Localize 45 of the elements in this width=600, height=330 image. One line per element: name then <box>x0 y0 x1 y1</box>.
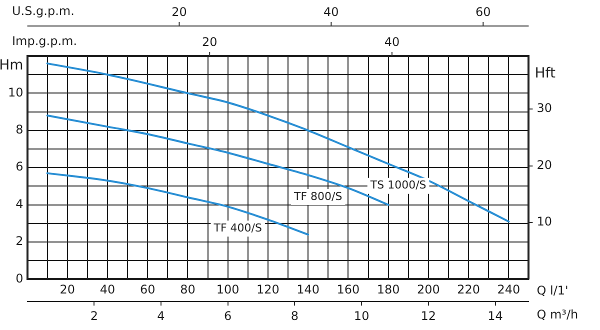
x-tick-label: 120 <box>256 282 280 297</box>
x-tick-label: 80 <box>180 282 196 297</box>
x-tick-label: 180 <box>376 282 400 297</box>
x2-tick-label: 12 <box>420 308 436 323</box>
text: 60 <box>476 5 491 20</box>
y-tick-label: 4 <box>16 196 24 211</box>
text: 40 <box>384 35 400 50</box>
y2-tick-label: 20 <box>536 158 552 172</box>
series-label: TS 1000/S <box>369 178 426 192</box>
text: U.S.g.p.m. <box>12 4 74 18</box>
y-tick-label: 0 <box>16 271 24 286</box>
x-tick-label: 140 <box>296 282 320 297</box>
y-tick-label: 8 <box>16 122 24 137</box>
x2-tick-label: 10 <box>354 308 370 323</box>
x-tick-label: 100 <box>216 282 240 297</box>
line-series <box>46 114 390 206</box>
x-tick-label: 160 <box>336 282 360 297</box>
y-tick-label: 10 <box>8 85 24 100</box>
x-tick-label: 240 <box>497 282 520 297</box>
y2-tick-label: 10 <box>536 214 552 229</box>
text: 20 <box>202 35 218 50</box>
x2-axis-title: Q m³/h <box>536 308 578 322</box>
series-label: TF 400/S <box>212 222 262 235</box>
text: 40 <box>324 5 339 20</box>
y-tick-label: 6 <box>16 160 24 174</box>
line-series <box>46 172 310 236</box>
x2-tick-label: 4 <box>157 308 165 323</box>
line-series <box>46 62 510 223</box>
x-axis-title: Q l/1' <box>536 283 568 298</box>
x-tick-label: 20 <box>60 282 76 297</box>
x-tick-label: 200 <box>416 282 440 297</box>
x-tick-label: 40 <box>100 282 116 297</box>
x2-tick-label: 2 <box>90 308 98 323</box>
x2-tick-label: 8 <box>290 308 299 323</box>
text: 20 <box>172 5 187 20</box>
y2-axis-title: Hft <box>534 66 556 82</box>
x-tick-label: 220 <box>457 282 480 297</box>
series-label: TF 800/S <box>292 190 342 203</box>
x2-tick-label: 6 <box>224 308 232 323</box>
y2-tick-label: 30 <box>536 101 552 116</box>
x-tick-label: 60 <box>140 282 156 297</box>
y-axis-title: Hm <box>0 58 24 74</box>
y-tick-label: 2 <box>16 234 24 248</box>
text: Imp.g.p.m. <box>12 34 78 48</box>
x2-tick-label: 14 <box>488 308 503 323</box>
